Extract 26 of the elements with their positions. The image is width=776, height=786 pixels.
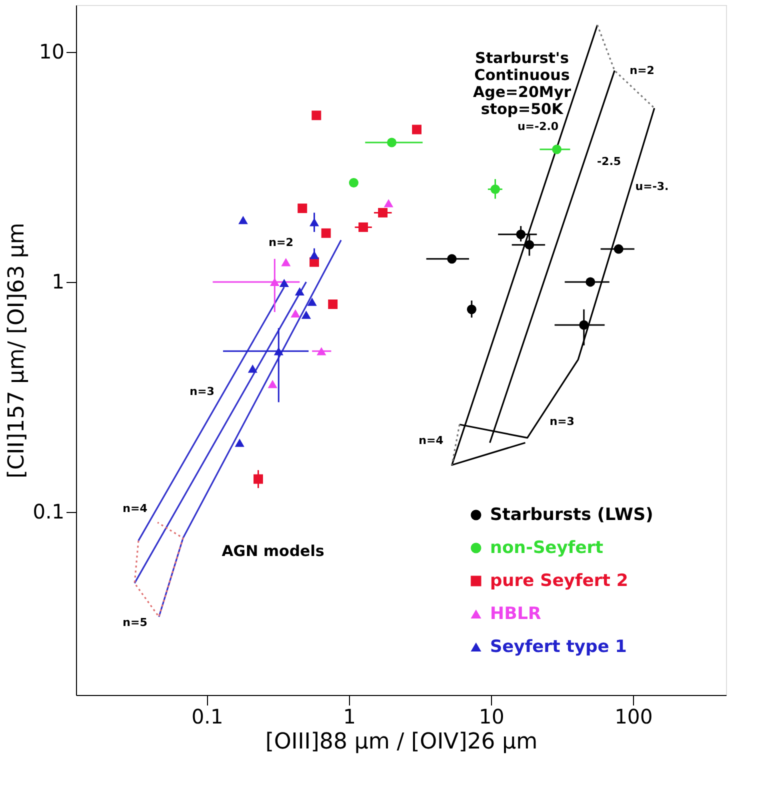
annotation: Starburst's Continuous Age=20Myr stop=50K (472, 49, 572, 118)
x-tick-label: 100 (614, 704, 653, 728)
y-tick-label: 0.1 (32, 499, 64, 524)
annotation: n=5 (122, 616, 148, 629)
legend-label: HBLR (490, 604, 542, 624)
annotation: -2.5 (596, 155, 622, 168)
legend-label: Starbursts (LWS) (490, 505, 654, 525)
x-tick-label: 1 (343, 704, 356, 728)
annotation: n=2 (630, 64, 654, 77)
annotation: n=2 (268, 236, 294, 249)
annotation: n=4 (418, 434, 444, 447)
annotation: n=3 (190, 385, 214, 398)
y-tick-label: 1 (52, 269, 64, 294)
y-tick-label: 10 (39, 39, 64, 64)
annotation: n=3 (550, 415, 574, 428)
annotation: n=4 (122, 502, 148, 515)
x-axis-title: [OIII]88 μm / [OIV]26 μm (265, 730, 538, 754)
y-axis-title: [CII]157 μm/ [OI]63 μm (4, 222, 30, 478)
annotation: AGN models (222, 542, 324, 560)
annotation: u=-3. (635, 180, 669, 193)
x-tick-label: 10 (478, 704, 504, 728)
legend-label: non-Seyfert (490, 538, 604, 558)
x-tick-label: 0.1 (191, 704, 224, 728)
legend-label: Seyfert type 1 (490, 637, 627, 657)
annotation: u=-2.0 (517, 120, 559, 133)
legend-label: pure Seyfert 2 (490, 571, 628, 591)
